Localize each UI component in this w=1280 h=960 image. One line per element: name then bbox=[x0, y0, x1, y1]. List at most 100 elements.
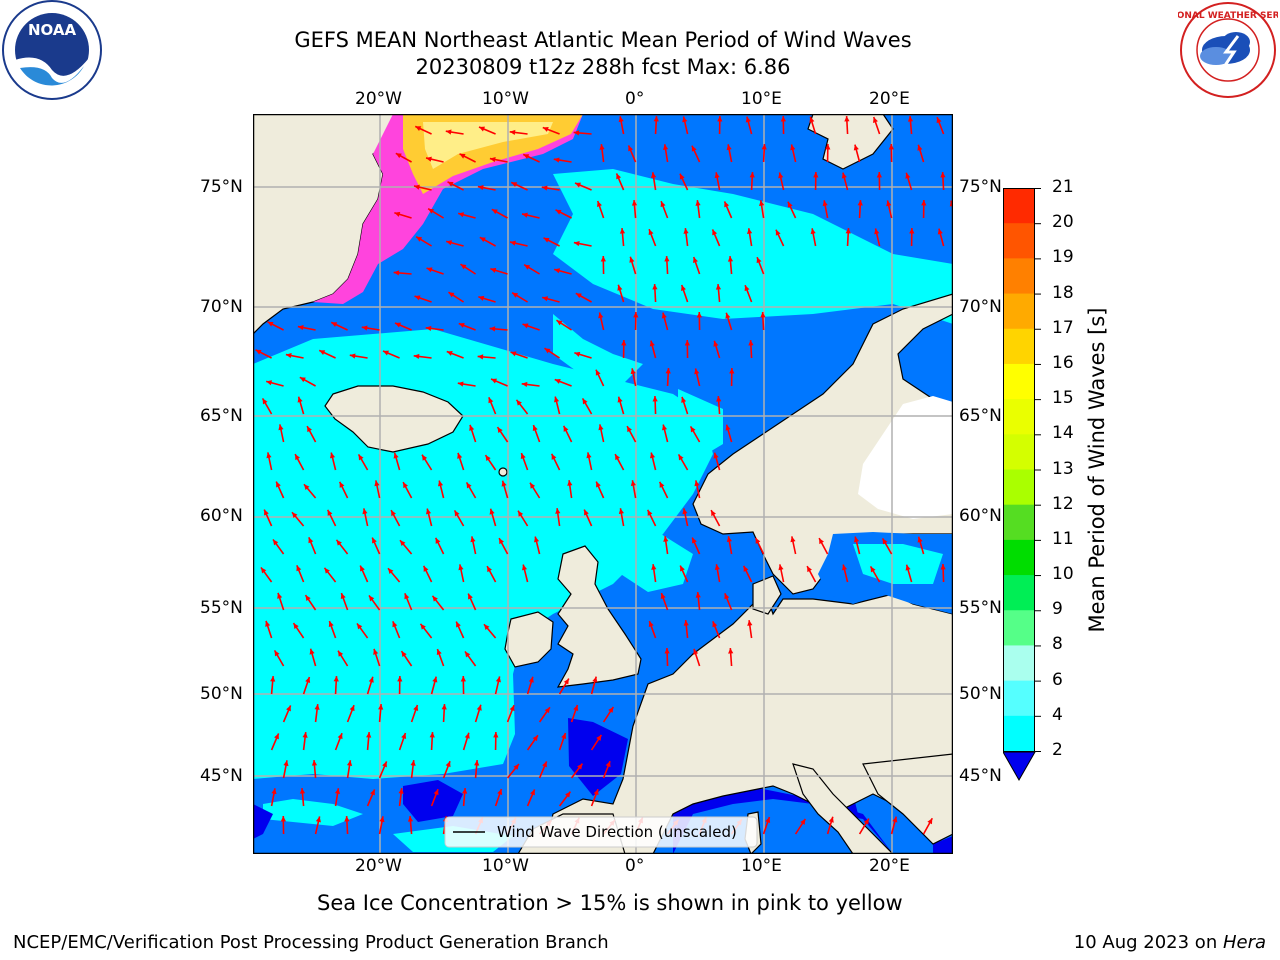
wave-direction-arrow bbox=[477, 185, 496, 191]
wave-direction-arrow bbox=[874, 228, 881, 247]
wave-direction-arrow bbox=[917, 144, 925, 163]
wave-direction-arrow bbox=[692, 256, 701, 275]
wave-direction-arrow bbox=[478, 295, 496, 303]
wave-direction-arrow bbox=[374, 480, 381, 499]
wave-direction-arrow bbox=[501, 480, 509, 499]
wind-wave-arrows bbox=[255, 115, 953, 835]
lon-label-bottom: 20°E bbox=[869, 856, 910, 876]
wave-direction-arrow bbox=[368, 594, 381, 611]
wave-direction-arrow bbox=[813, 171, 819, 191]
wave-direction-arrow bbox=[509, 129, 528, 136]
wave-direction-arrow bbox=[265, 620, 273, 639]
wave-direction-arrow bbox=[425, 325, 444, 332]
wave-direction-arrow bbox=[429, 731, 435, 751]
wave-direction-arrow bbox=[491, 208, 508, 219]
wave-direction-arrow bbox=[602, 706, 615, 723]
wave-direction-arrow bbox=[761, 143, 767, 163]
wave-direction-arrow bbox=[302, 676, 311, 695]
wave-direction-arrow bbox=[726, 144, 733, 163]
lat-label-left: 70°N bbox=[200, 297, 243, 317]
wave-direction-arrow bbox=[713, 452, 721, 471]
wave-direction-arrow bbox=[349, 353, 368, 359]
wave-direction-arrow bbox=[553, 268, 572, 275]
lon-label-top: 20°W bbox=[355, 89, 402, 109]
colorbar-tick-label: 14 bbox=[1052, 423, 1074, 444]
colorbar-band bbox=[1003, 188, 1035, 224]
wave-direction-arrow bbox=[590, 734, 603, 751]
wave-direction-arrow bbox=[725, 312, 733, 331]
wave-direction-arrow bbox=[590, 788, 599, 807]
wave-direction-arrow bbox=[359, 565, 369, 583]
wave-direction-arrow bbox=[747, 228, 753, 247]
map-panel: Wind Wave Direction (unscaled) bbox=[252, 113, 954, 855]
wave-direction-arrow bbox=[727, 255, 734, 275]
land-denmark bbox=[752, 575, 782, 615]
wave-direction-arrow bbox=[651, 564, 657, 583]
wave-direction-arrow bbox=[464, 650, 477, 667]
map-canvas: Wind Wave Direction (unscaled) bbox=[252, 113, 954, 855]
wave-direction-arrow bbox=[308, 537, 317, 555]
wave-direction-arrow bbox=[627, 145, 637, 163]
lon-label-bottom: 10°E bbox=[741, 856, 782, 876]
wave-direction-arrow bbox=[553, 396, 561, 415]
wave-direction-arrow bbox=[361, 325, 380, 331]
wave-direction-arrow bbox=[841, 172, 849, 191]
lat-label-left: 75°N bbox=[200, 177, 243, 197]
wave-direction-arrow bbox=[255, 349, 272, 359]
wave-direction-arrow bbox=[460, 675, 466, 695]
wave-direction-arrow bbox=[649, 340, 657, 359]
wave-direction-arrow bbox=[710, 509, 721, 527]
wave-direction-arrow bbox=[399, 539, 413, 555]
wave-direction-arrow bbox=[780, 115, 786, 135]
map-title: GEFS MEAN Northeast Atlantic Mean Period… bbox=[294, 28, 912, 52]
wave-direction-arrow bbox=[437, 480, 445, 499]
wave-direction-arrow bbox=[728, 647, 734, 667]
wave-direction-arrow bbox=[489, 508, 497, 527]
wave-direction-arrow bbox=[787, 201, 797, 219]
wave-direction-arrow bbox=[818, 537, 829, 555]
lon-label-top: 10°W bbox=[482, 89, 529, 109]
wave-direction-arrow bbox=[723, 201, 733, 219]
wave-direction-arrow bbox=[778, 564, 785, 583]
wave-direction-arrow bbox=[506, 763, 520, 779]
wave-direction-arrow bbox=[922, 817, 933, 835]
colorbar-tick-label: 19 bbox=[1052, 247, 1074, 268]
wave-direction-arrow bbox=[595, 369, 605, 387]
wave-direction-arrow bbox=[356, 622, 369, 639]
wave-direction-arrow bbox=[419, 623, 433, 639]
wave-direction-arrow bbox=[410, 760, 416, 779]
wave-direction-arrow bbox=[373, 648, 381, 667]
wave-direction-arrow bbox=[649, 452, 657, 471]
wave-direction-arrow bbox=[292, 622, 305, 639]
wave-direction-arrow bbox=[726, 536, 733, 555]
wave-direction-arrow bbox=[570, 763, 584, 779]
colorbar-band bbox=[1003, 680, 1035, 717]
lat-label-left: 55°N bbox=[200, 598, 243, 618]
wave-direction-arrow bbox=[599, 144, 605, 163]
wave-direction-arrow bbox=[282, 760, 289, 779]
wave-direction-arrow bbox=[648, 620, 657, 639]
wave-direction-arrow bbox=[826, 816, 834, 835]
footer-date: 10 Aug 2023 on Hera bbox=[1074, 932, 1266, 953]
colorbar-band bbox=[1003, 575, 1035, 611]
wave-direction-arrow bbox=[715, 283, 722, 303]
wave-direction-arrow bbox=[522, 153, 540, 163]
wave-direction-arrow bbox=[526, 734, 539, 751]
wave-direction-arrow bbox=[538, 706, 551, 723]
wave-direction-arrow bbox=[394, 322, 412, 331]
wave-direction-arrow bbox=[496, 426, 509, 443]
lat-label-left: 45°N bbox=[200, 766, 243, 786]
wave-direction-arrow bbox=[448, 291, 465, 303]
wave-direction-arrow bbox=[366, 676, 374, 695]
wave-direction-arrow bbox=[937, 228, 945, 247]
noaa-logo: NOAA bbox=[0, 0, 104, 104]
wave-direction-arrow bbox=[590, 676, 598, 695]
wave-direction-arrow bbox=[555, 209, 572, 219]
wave-direction-arrow bbox=[346, 704, 355, 723]
wave-direction-arrow bbox=[486, 565, 497, 583]
wave-direction-arrow bbox=[664, 255, 670, 275]
wave-direction-arrow bbox=[541, 185, 560, 191]
wave-direction-arrow bbox=[684, 339, 690, 359]
wave-direction-arrow bbox=[302, 732, 308, 751]
wave-direction-arrow bbox=[393, 270, 412, 276]
